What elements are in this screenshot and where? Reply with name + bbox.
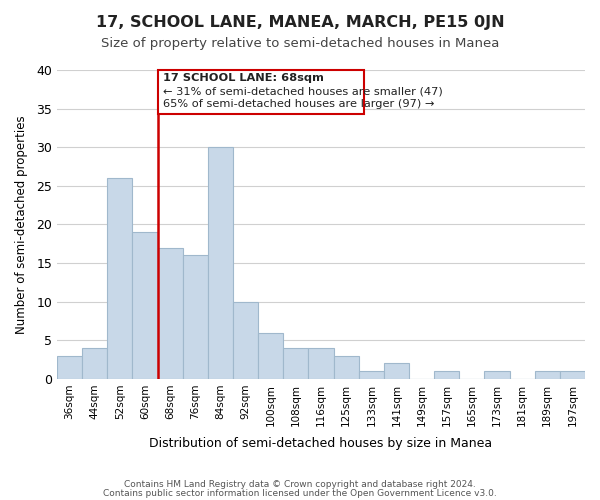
Text: ← 31% of semi-detached houses are smaller (47): ← 31% of semi-detached houses are smalle… [163, 86, 442, 96]
Text: Contains HM Land Registry data © Crown copyright and database right 2024.: Contains HM Land Registry data © Crown c… [124, 480, 476, 489]
Text: 65% of semi-detached houses are larger (97) →: 65% of semi-detached houses are larger (… [163, 100, 434, 110]
Text: Contains public sector information licensed under the Open Government Licence v3: Contains public sector information licen… [103, 490, 497, 498]
Bar [258, 332, 283, 379]
Bar [359, 371, 384, 379]
Bar [334, 356, 359, 379]
Bar [183, 256, 208, 379]
FancyBboxPatch shape [158, 70, 364, 114]
Bar [57, 356, 82, 379]
Y-axis label: Number of semi-detached properties: Number of semi-detached properties [15, 115, 28, 334]
Bar [158, 248, 183, 379]
Bar [283, 348, 308, 379]
Bar [208, 147, 233, 379]
Bar [560, 371, 585, 379]
Bar [384, 364, 409, 379]
Bar [535, 371, 560, 379]
Text: Size of property relative to semi-detached houses in Manea: Size of property relative to semi-detach… [101, 38, 499, 51]
Text: 17 SCHOOL LANE: 68sqm: 17 SCHOOL LANE: 68sqm [163, 73, 323, 83]
Bar [107, 178, 133, 379]
Bar [484, 371, 509, 379]
Text: 17, SCHOOL LANE, MANEA, MARCH, PE15 0JN: 17, SCHOOL LANE, MANEA, MARCH, PE15 0JN [95, 15, 505, 30]
Bar [82, 348, 107, 379]
Bar [434, 371, 460, 379]
Bar [233, 302, 258, 379]
X-axis label: Distribution of semi-detached houses by size in Manea: Distribution of semi-detached houses by … [149, 437, 493, 450]
Bar [308, 348, 334, 379]
Bar [133, 232, 158, 379]
